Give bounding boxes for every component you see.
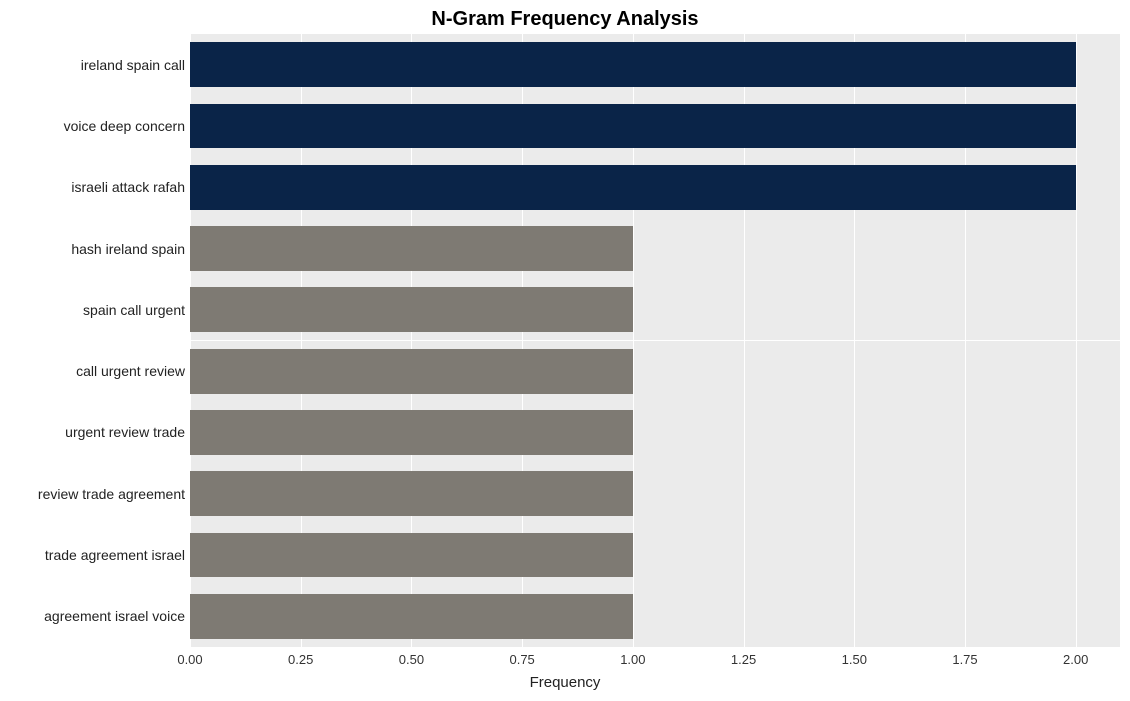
y-tick-label: call urgent review <box>5 364 185 378</box>
bar <box>190 533 633 578</box>
bar <box>190 226 633 271</box>
x-tick-label: 1.50 <box>842 652 867 667</box>
y-tick-label: agreement israel voice <box>5 609 185 623</box>
x-tick-label: 0.00 <box>177 652 202 667</box>
plot-area <box>190 34 1120 647</box>
x-tick-label: 2.00 <box>1063 652 1088 667</box>
bar <box>190 287 633 332</box>
x-tick-label: 0.50 <box>399 652 424 667</box>
y-tick-label: review trade agreement <box>5 487 185 501</box>
bar <box>190 410 633 455</box>
bar <box>190 594 633 639</box>
y-tick-label: spain call urgent <box>5 303 185 317</box>
x-tick-label: 1.00 <box>620 652 645 667</box>
gridline <box>1076 34 1077 647</box>
x-tick-label: 1.75 <box>952 652 977 667</box>
bar <box>190 104 1076 149</box>
y-tick-label: ireland spain call <box>5 58 185 72</box>
y-tick-label: voice deep concern <box>5 119 185 133</box>
chart-container: N-Gram Frequency Analysis ireland spain … <box>0 0 1130 701</box>
bar <box>190 471 633 516</box>
chart-title: N-Gram Frequency Analysis <box>0 8 1130 31</box>
x-axis-title: Frequency <box>0 674 1130 691</box>
y-tick-label: hash ireland spain <box>5 242 185 256</box>
y-tick-label: urgent review trade <box>5 425 185 439</box>
bar <box>190 349 633 394</box>
bar <box>190 165 1076 210</box>
x-tick-label: 1.25 <box>731 652 756 667</box>
y-tick-label: trade agreement israel <box>5 548 185 562</box>
x-tick-label: 0.75 <box>509 652 534 667</box>
bar <box>190 42 1076 87</box>
y-tick-label: israeli attack rafah <box>5 180 185 194</box>
x-tick-label: 0.25 <box>288 652 313 667</box>
